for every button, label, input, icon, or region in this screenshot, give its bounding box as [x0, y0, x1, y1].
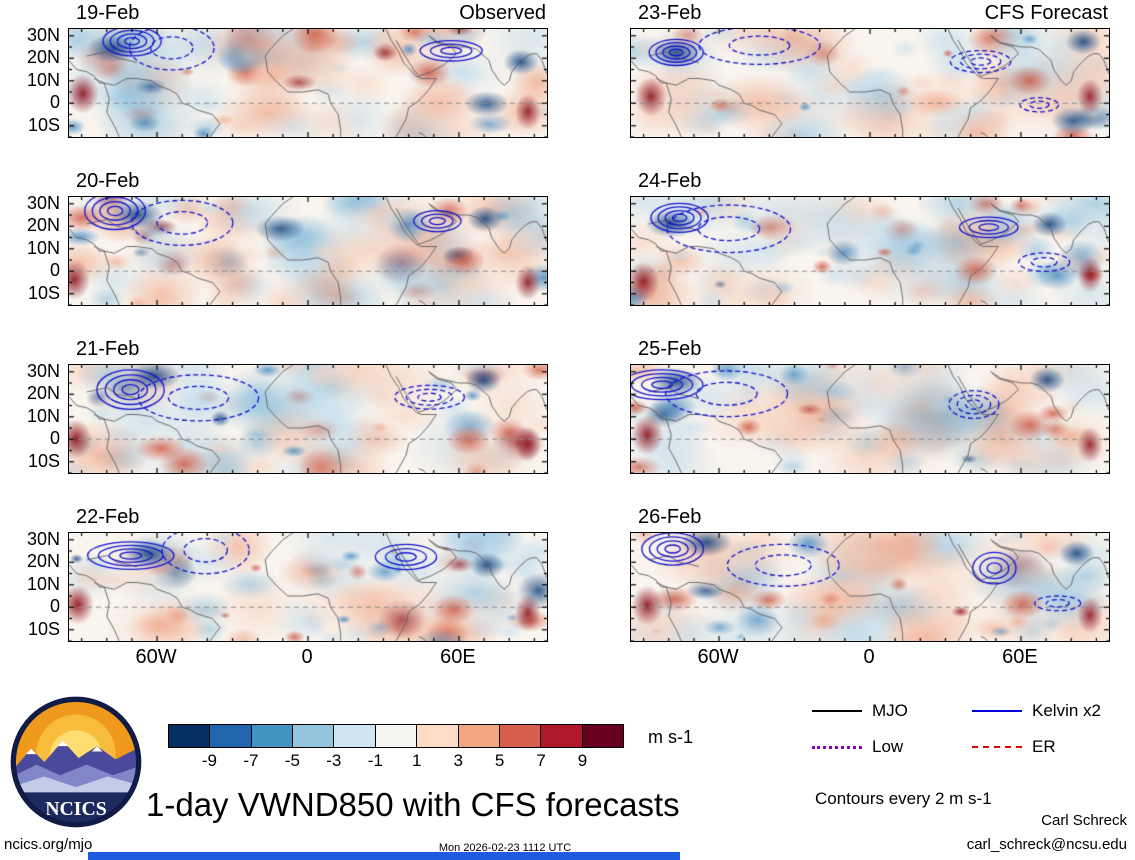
legend-label: Low: [872, 737, 904, 756]
bottom-blue-bar: [88, 852, 680, 860]
lat-tick-label: 20N: [26, 551, 60, 572]
colorbar-segment: [374, 725, 417, 747]
lat-tick-label: 0: [49, 92, 60, 113]
panel-date-label: 19-Feb: [76, 2, 140, 24]
panel-date-label: 26-Feb: [638, 506, 702, 528]
author-email: carl_schreck@ncsu.edu: [966, 836, 1127, 853]
map-forecast-26feb: [630, 532, 1110, 642]
colorbar-tick-label: -9: [201, 751, 218, 770]
logo-text: NCICS: [45, 798, 107, 820]
lat-tick-label: 10S: [27, 618, 60, 639]
contour-legend: MJO Kelvin x2 Low ER: [812, 701, 1132, 757]
colorbar-tick-label: -3: [326, 751, 342, 770]
lat-tick-label: 0: [49, 428, 60, 449]
logo-snowcap: [57, 740, 69, 747]
lat-tick-label: 30N: [26, 528, 60, 549]
lat-tick-label: 10S: [27, 114, 60, 135]
legend-line: [812, 710, 862, 712]
legend-label: ER: [1032, 737, 1056, 756]
lon-tick-label: 60W: [135, 646, 177, 668]
column-heading-forecast: CFS Forecast: [984, 2, 1108, 24]
lat-tick-label: 20N: [26, 383, 60, 404]
panel-date-label: 20-Feb: [76, 170, 140, 192]
colorbar-segment: [498, 725, 541, 747]
map-observed-22feb: [68, 532, 548, 642]
colorbar-tick-label: 3: [453, 751, 463, 770]
logo-snowcap: [91, 746, 103, 752]
lat-tick-label: 0: [49, 260, 60, 281]
lat-tick-label: 10N: [26, 405, 60, 426]
panel-date-label: 25-Feb: [638, 338, 702, 360]
figure-title: 1-day VWND850 with CFS forecasts: [146, 786, 680, 823]
colorbar-segment: [540, 725, 582, 747]
colorbar-segment: [250, 725, 293, 747]
lat-tick-label: 20N: [26, 215, 60, 236]
map-observed-20feb: [68, 196, 548, 306]
colorbar-unit-label: m s-1: [648, 727, 693, 747]
legend-item-mjo: MJO: [812, 701, 972, 721]
colorbar-tick-label: 1: [411, 751, 422, 770]
lat-tick-label: 10S: [27, 282, 60, 303]
lon-tick-label: 0: [301, 646, 313, 668]
map-forecast-23feb: [630, 28, 1110, 138]
colorbar: [168, 724, 624, 748]
colorbar-segment: [416, 725, 458, 747]
author-name: Carl Schreck: [1041, 812, 1127, 829]
legend-line: [972, 746, 1022, 748]
panel-date-label: 24-Feb: [638, 170, 702, 192]
colorbar-tick-label: -5: [284, 751, 300, 770]
colorbar-segment: [581, 725, 623, 747]
lat-tick-label: 30N: [26, 192, 60, 213]
lon-tick-label: 60W: [697, 646, 739, 668]
colorbar-segment: [457, 725, 499, 747]
lat-tick-label: 10S: [27, 450, 60, 471]
lon-tick-label: 60E: [1002, 646, 1038, 668]
legend-item-low: Low: [812, 737, 972, 757]
ncics-logo: NCICS: [10, 696, 142, 828]
map-observed-19feb: [68, 28, 548, 138]
map-forecast-25feb: [630, 364, 1110, 474]
colorbar-segment: [333, 725, 375, 747]
lat-tick-label: 20N: [26, 47, 60, 68]
contour-note: Contours every 2 m s-1: [815, 789, 992, 808]
lon-tick-label: 0: [863, 646, 875, 668]
lat-tick-label: 30N: [26, 360, 60, 381]
legend-item-kelvin-x2: Kelvin x2: [972, 701, 1132, 721]
colorbar-segment: [292, 725, 334, 747]
legend-label: MJO: [872, 701, 908, 720]
colorbar-tick-label: 9: [577, 751, 588, 770]
lat-tick-label: 30N: [26, 24, 60, 45]
panel-date-label: 22-Feb: [76, 506, 140, 528]
map-forecast-24feb: [630, 196, 1110, 306]
lon-tick-label: 60E: [440, 646, 476, 668]
legend-item-er: ER: [972, 737, 1132, 757]
legend-label: Kelvin x2: [1032, 701, 1101, 720]
lat-tick-label: 0: [49, 596, 60, 617]
map-observed-21feb: [68, 364, 548, 474]
colorbar-segment: [209, 725, 251, 747]
lat-tick-label: 10N: [26, 573, 60, 594]
colorbar-tick-label: 5: [494, 751, 505, 770]
colorbar-segment: [169, 725, 210, 747]
timestamp: Mon 2026-02-23 1112 UTC: [438, 842, 572, 854]
site-link: ncics.org/mjo: [4, 836, 93, 853]
colorbar-tick-label: -1: [367, 751, 383, 770]
panel-date-label: 21-Feb: [76, 338, 140, 360]
colorbar-tick-label: 7: [536, 751, 546, 770]
legend-line: [812, 745, 862, 749]
colorbar-tick-label: -7: [243, 751, 259, 770]
panel-date-label: 23-Feb: [638, 2, 702, 24]
logo-snowcap: [25, 748, 37, 755]
column-heading-observed: Observed: [459, 2, 546, 24]
legend-line: [972, 710, 1022, 712]
lat-tick-label: 10N: [26, 69, 60, 90]
lat-tick-label: 10N: [26, 237, 60, 258]
